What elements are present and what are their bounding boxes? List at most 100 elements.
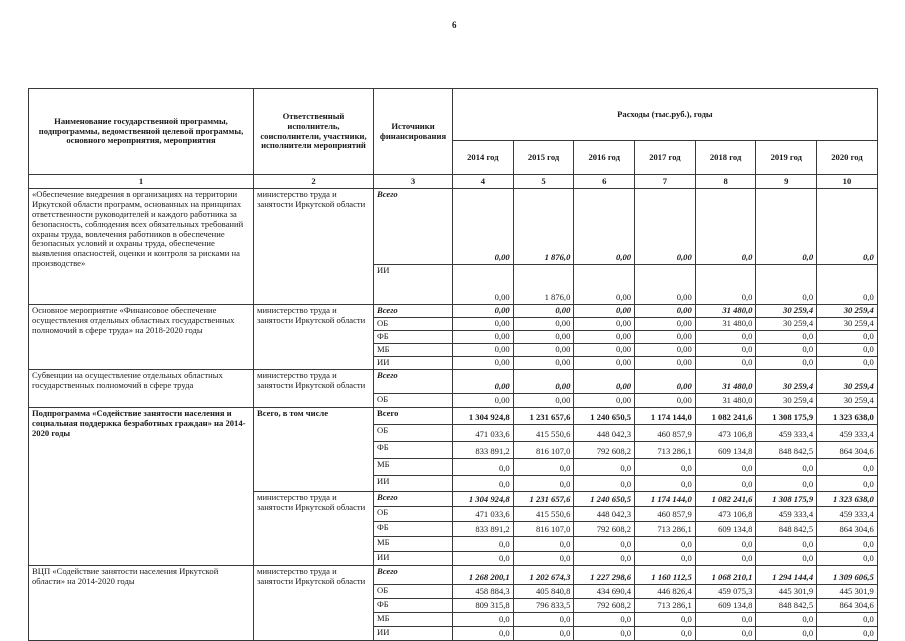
- column-number-cell: 5: [512, 174, 575, 189]
- column-number-row: 1 2 3 4 5 6 7 8 9 10: [28, 174, 878, 189]
- value-cell: 0,00: [634, 356, 696, 370]
- value-cell: 792 608,2: [573, 521, 636, 537]
- header-expenses-title: Расходы (тыс.руб.), годы: [452, 88, 878, 141]
- value-cell: 30 259,4: [755, 393, 818, 408]
- value-cell: 31 480,0: [694, 393, 757, 408]
- table-row: Подпрограмма «Содействие занятости насел…: [28, 407, 878, 566]
- source-cell: ИИ: [373, 264, 453, 305]
- source-cell: ИИ: [373, 551, 453, 566]
- value-cell: 0,00: [452, 304, 514, 318]
- value-cell: 796 833,5: [512, 598, 575, 613]
- source-cell: МБ: [373, 612, 453, 627]
- table-row: МБ 0,0 0,0 0,0 0,0 0,0 0,0 0,0: [29, 612, 878, 627]
- value-cell: 415 550,6: [512, 424, 575, 442]
- executor-cell: министерство труда и занятости Иркутской…: [253, 565, 374, 641]
- value-cell: 0,0: [755, 356, 818, 370]
- value-cell: 0,00: [512, 393, 575, 408]
- value-cell: 713 286,1: [634, 441, 696, 459]
- table-row: ФБ 833 891,2 816 107,0 792 608,2 713 286…: [29, 441, 878, 459]
- value-cell: 0,00: [634, 304, 696, 318]
- value-cell: 459 075,3: [694, 584, 757, 599]
- value-cell: 0,0: [755, 551, 818, 566]
- value-cell: 459 333,4: [816, 424, 878, 442]
- value-cell: 459 333,4: [816, 506, 878, 522]
- header-executor-column: Ответственный исполнитель, соисполнители…: [253, 88, 374, 175]
- table-row: «Обеспечение внедрения в организациях на…: [28, 188, 878, 305]
- value-cell: 0,00: [634, 343, 696, 357]
- value-cell: 0,00: [452, 317, 514, 331]
- column-number-cell: 6: [573, 174, 636, 189]
- executor-cell: министерство труда и занятости Иркутской…: [253, 369, 374, 408]
- header-program-column: Наименование государственной программы, …: [28, 88, 254, 175]
- value-cell: 0,0: [694, 356, 757, 370]
- value-cell: 609 134,8: [694, 521, 757, 537]
- value-cell: 0,00: [634, 393, 696, 408]
- value-cell: 30 259,4: [816, 393, 878, 408]
- value-cell: 0,00: [512, 317, 575, 331]
- table-header-years-row: 2014 год 2015 год 2016 год 2017 год 2018…: [29, 140, 878, 175]
- value-cell: 0,0: [816, 188, 878, 265]
- source-cell: ОБ: [373, 584, 453, 599]
- page-number: 6: [452, 20, 457, 30]
- value-cell: 0,00: [452, 393, 514, 408]
- value-cell: 1 240 650,5: [573, 407, 636, 425]
- value-cell: 473 106,8: [694, 506, 757, 522]
- column-number-cell: 4: [452, 174, 514, 189]
- value-cell: 1 308 175,9: [755, 491, 818, 507]
- header-year-2015: 2015 год: [512, 140, 575, 175]
- value-cell: 0,0: [755, 330, 818, 344]
- value-cell: 1 082 241,6: [694, 407, 757, 425]
- value-cell: 0,00: [573, 343, 636, 357]
- value-cell: 0,0: [694, 536, 757, 552]
- value-cell: 0,0: [512, 458, 575, 476]
- source-cell: Всего: [373, 369, 453, 394]
- value-cell: 31 480,0: [694, 304, 757, 318]
- value-cell: 1 068 210,1: [694, 565, 757, 585]
- program-financing-table: Наименование государственной программы, …: [28, 88, 878, 641]
- value-cell: 1 304 924,8: [452, 407, 514, 425]
- value-cell: 445 301,9: [755, 584, 818, 599]
- value-cell: 1 240 650,5: [573, 491, 636, 507]
- value-cell: 1 294 144,4: [755, 565, 818, 585]
- value-cell: 1 231 657,6: [512, 491, 575, 507]
- value-cell: 0,00: [512, 343, 575, 357]
- value-cell: 434 690,4: [573, 584, 636, 599]
- column-number-cell: 3: [373, 174, 453, 189]
- value-cell: 848 842,5: [755, 521, 818, 537]
- header-year-2020: 2020 год: [816, 140, 878, 175]
- source-cell: ОБ: [373, 393, 453, 408]
- value-cell: 792 608,2: [573, 441, 636, 459]
- value-cell: 1 304 924,8: [452, 491, 514, 507]
- value-cell: 0,0: [452, 458, 514, 476]
- executor-cell: министерство труда и занятости Иркутской…: [253, 188, 374, 305]
- source-cell: ИИ: [373, 475, 453, 492]
- source-cell: ОБ: [373, 317, 453, 331]
- value-cell: 1 231 657,6: [512, 407, 575, 425]
- value-cell: 0,0: [573, 536, 636, 552]
- value-cell: 0,0: [755, 458, 818, 476]
- value-cell: 0,00: [573, 393, 636, 408]
- value-cell: 792 608,2: [573, 598, 636, 613]
- value-cell: 1 309 606,5: [816, 565, 878, 585]
- value-cell: 0,0: [755, 264, 818, 305]
- value-cell: 0,0: [816, 536, 878, 552]
- value-cell: 713 286,1: [634, 598, 696, 613]
- value-cell: 0,00: [634, 188, 696, 265]
- value-cell: 445 301,9: [816, 584, 878, 599]
- source-cell: МБ: [373, 343, 453, 357]
- value-cell: 809 315,8: [452, 598, 514, 613]
- value-cell: 0,0: [634, 475, 696, 492]
- source-cell: Всего: [373, 188, 453, 265]
- value-cell: 0,00: [452, 188, 514, 265]
- source-cell: ОБ: [373, 424, 453, 442]
- table-row: ИИ 0,0 0,0 0,0 0,0 0,0 0,0 0,0: [29, 626, 878, 641]
- value-cell: 0,0: [573, 475, 636, 492]
- value-cell: 0,00: [573, 330, 636, 344]
- value-cell: 0,00: [573, 188, 636, 265]
- value-cell: 0,0: [512, 551, 575, 566]
- value-cell: 0,0: [694, 612, 757, 627]
- value-cell: 0,00: [634, 369, 696, 394]
- value-cell: 0,00: [452, 343, 514, 357]
- value-cell: 0,00: [452, 330, 514, 344]
- value-cell: 1 202 674,3: [512, 565, 575, 585]
